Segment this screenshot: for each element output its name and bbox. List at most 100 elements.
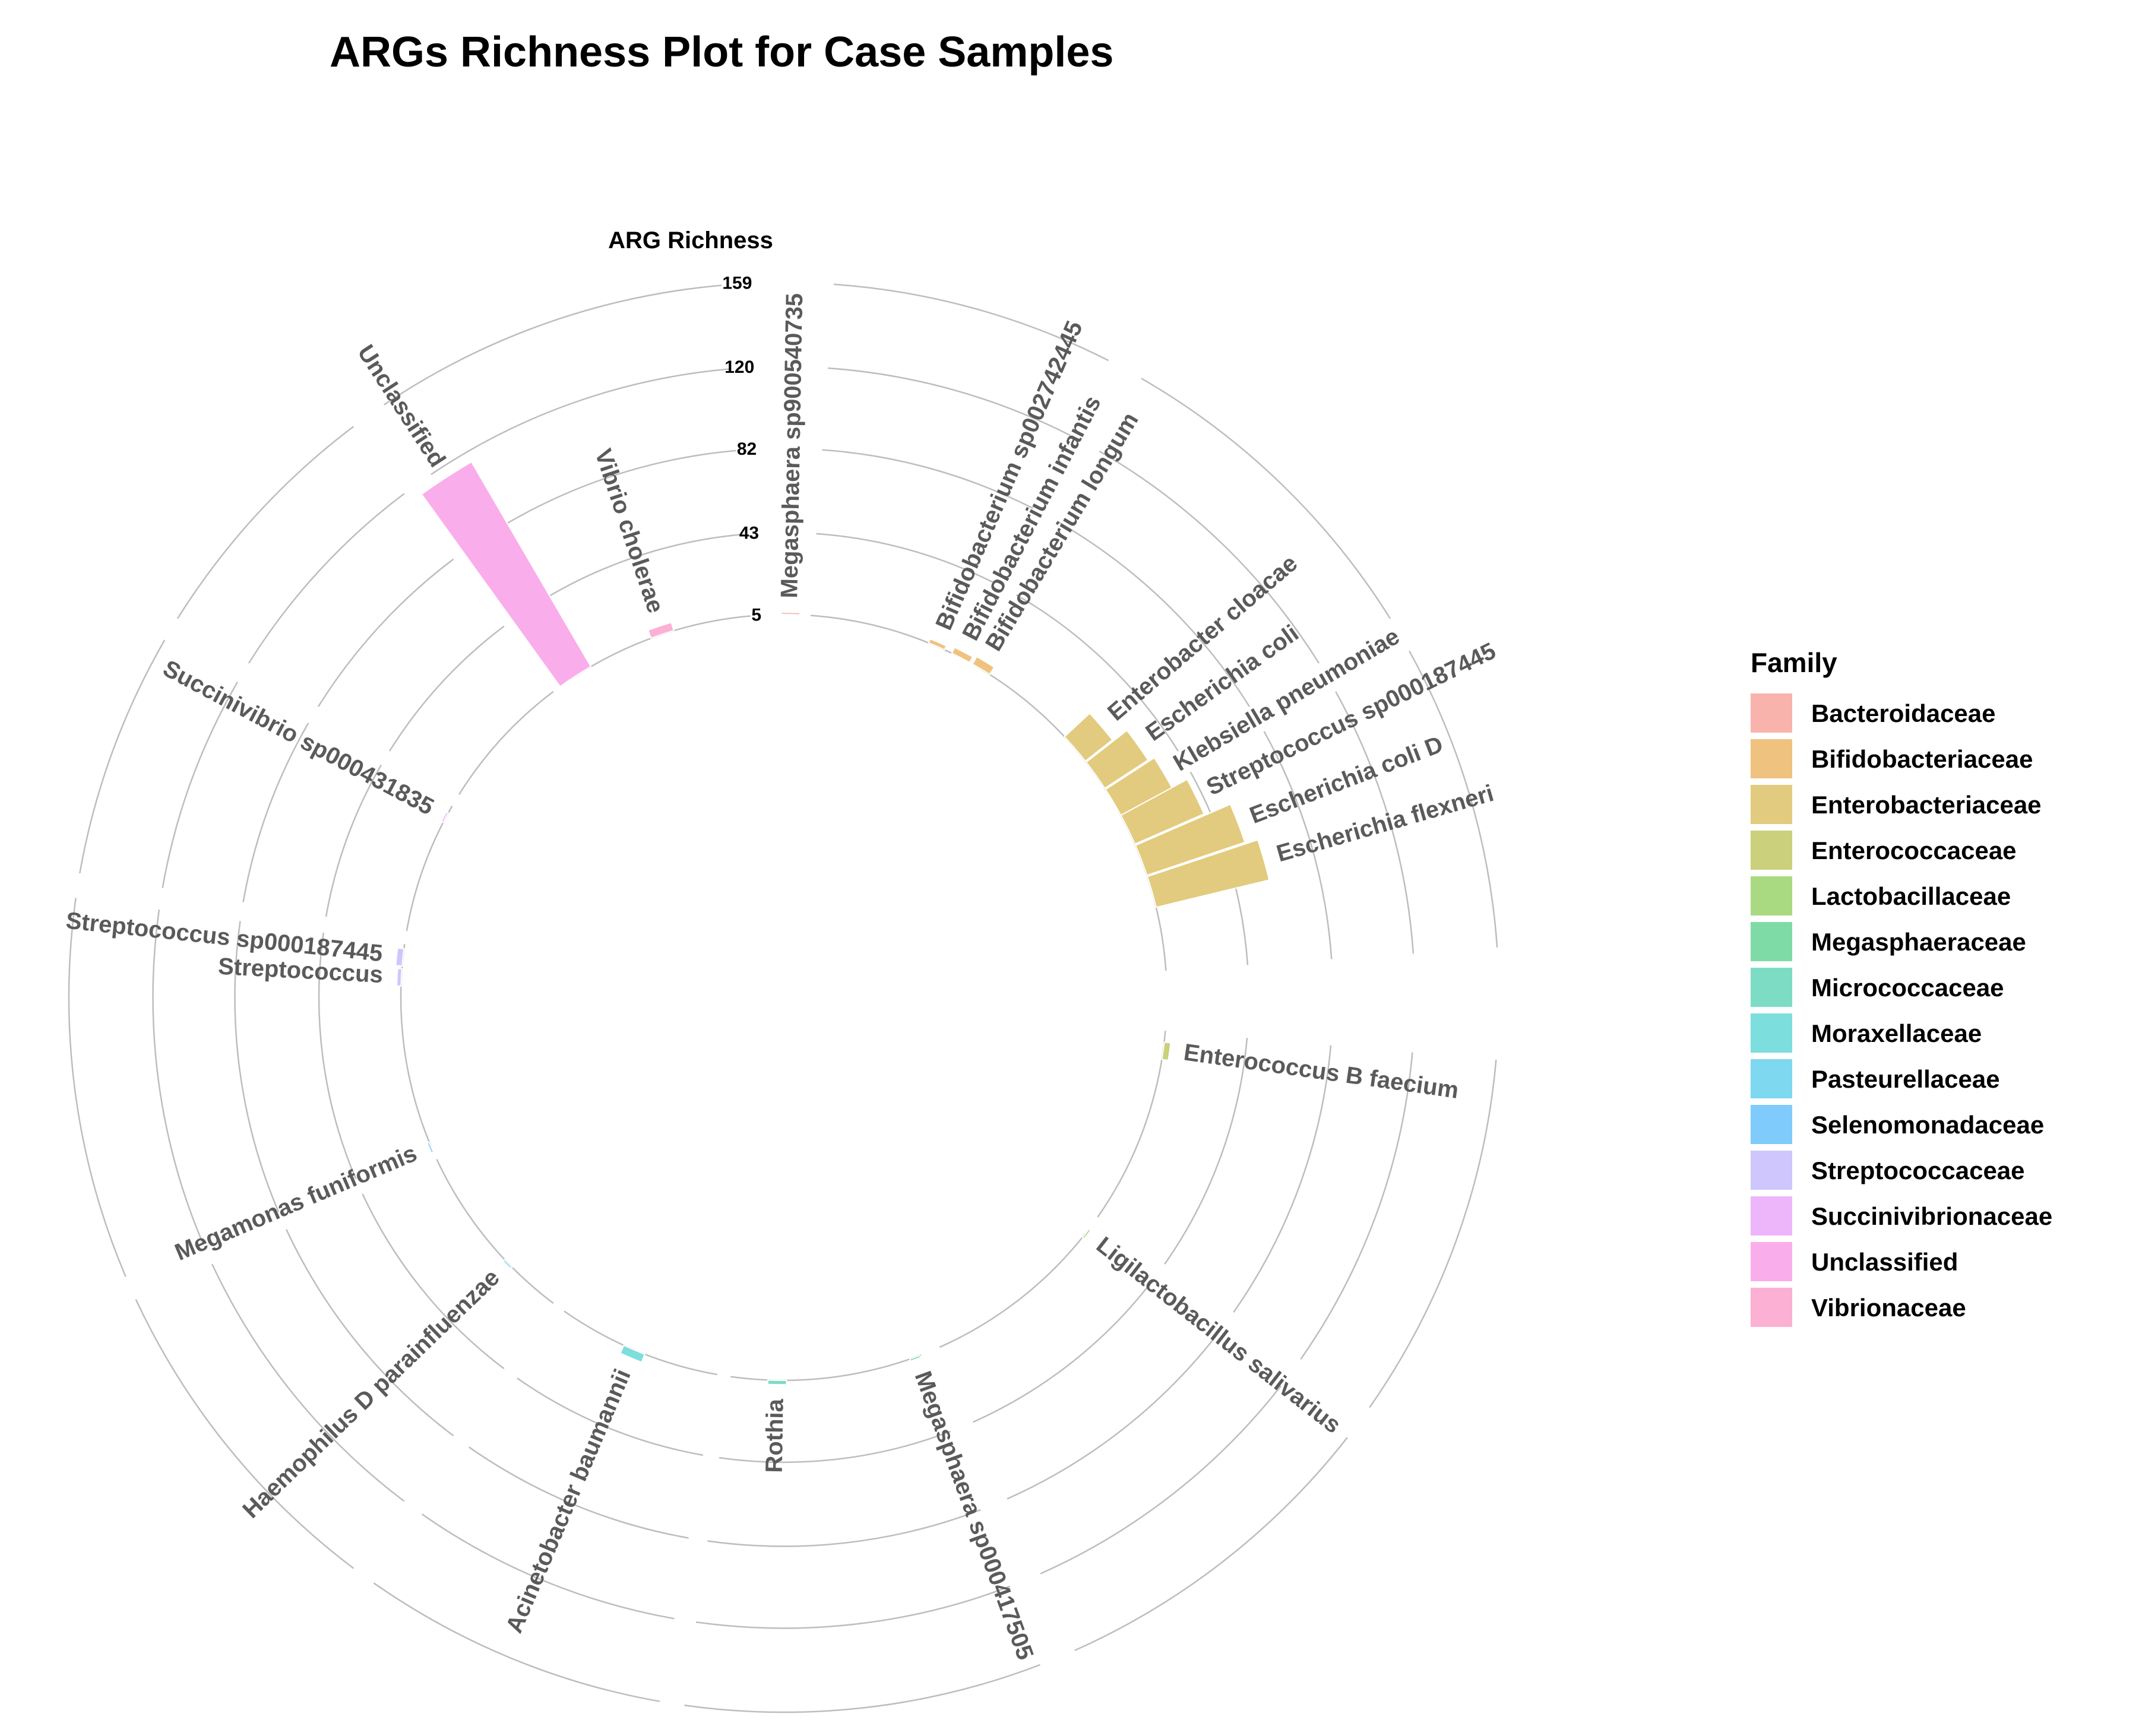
y-tick-label: 5 [751, 605, 761, 625]
y-tick-label: 82 [737, 439, 757, 459]
grid-arc [1058, 521, 1251, 707]
y-tick-label: 120 [724, 357, 754, 377]
legend-label: Enterobacteriaceae [1811, 791, 2042, 819]
legend-swatch [1751, 693, 1792, 733]
legend-label: Pasteurellaceae [1811, 1065, 2000, 1093]
bar [1120, 778, 1205, 845]
y-tick-label: 159 [722, 273, 752, 293]
grid-arc [384, 284, 722, 406]
legend-swatch [1751, 1242, 1792, 1281]
legend-label: Streptococcaceae [1811, 1157, 2025, 1184]
legend-swatch [1751, 739, 1792, 778]
category-label-layer: Megasphaera sp900540735 Bifidobacterium s… [65, 293, 1500, 1663]
grid-arc [135, 1299, 355, 1569]
grid-arc [1263, 731, 1333, 959]
bar [502, 1259, 513, 1270]
bar [420, 461, 592, 688]
grid-arc [248, 493, 405, 664]
grid-arc [325, 764, 382, 917]
category-label: Rothia [761, 1398, 789, 1473]
bar [619, 1344, 646, 1363]
bar [1146, 839, 1270, 908]
chart-title: ARGs Richness Plot for Case Samples [330, 28, 1113, 76]
grid-arc [517, 1377, 704, 1456]
y-axis-title: ARG Richness [608, 227, 773, 254]
category-label: Megasphaera sp000417505 [910, 1368, 1039, 1664]
category-label: Succinivibrio sp000431835 [159, 655, 438, 821]
legend-label: Succinivibrionaceae [1811, 1202, 2052, 1230]
grid-arc [1040, 1385, 1282, 1575]
legend-swatch [1751, 876, 1792, 915]
category-label: Haemophilus D parainfluenzae [238, 1265, 504, 1523]
bar [780, 612, 801, 616]
bar [395, 947, 405, 967]
grid-arc [388, 625, 505, 752]
bar [928, 638, 947, 651]
grid-arc [234, 921, 280, 1212]
category-label: Megamonas funiformis [171, 1140, 420, 1266]
grid-arc [1015, 594, 1179, 752]
grid-arc [1369, 1059, 1497, 1408]
legend-label: Lactobacillaceae [1811, 882, 2011, 910]
grid-arc [406, 805, 453, 932]
y-axis: ARG Richness 5 43 82 120 159 [608, 227, 773, 625]
grid-arc [421, 1513, 675, 1620]
grid-arc [1141, 378, 1391, 619]
grid-arc [1007, 1335, 1217, 1500]
legend-label: Enterococcaceae [1811, 837, 2017, 864]
legend-label: Micrococcaceae [1811, 974, 2004, 1002]
grid-arc [400, 944, 432, 1148]
grid-arc [972, 1283, 1151, 1423]
grid-arc [211, 1263, 405, 1502]
bar [1161, 1041, 1172, 1062]
legend-swatch [1751, 831, 1792, 870]
grid-arc [1074, 1437, 1348, 1652]
category-label: Acinetobacter baumannii [501, 1366, 636, 1637]
grid-arc [939, 1233, 1087, 1348]
grid-arc [816, 533, 995, 584]
bar [426, 1141, 435, 1154]
grid-arc [1409, 650, 1498, 948]
bar [1085, 729, 1149, 790]
grid-arc [1097, 1031, 1166, 1218]
grid-arc [468, 1446, 689, 1539]
legend-swatch [1751, 1288, 1792, 1327]
category-label: Unclassified [352, 340, 450, 472]
legend-swatch [1751, 785, 1792, 824]
bar [909, 1354, 922, 1362]
grid-arc [317, 558, 454, 707]
legend-swatch [1751, 968, 1792, 1007]
grid-arc [684, 1664, 1040, 1713]
grid-arc [833, 283, 1109, 362]
grid-arc [730, 1354, 922, 1382]
grid-arc [436, 1159, 554, 1304]
grid-arc [719, 1430, 951, 1463]
grid-arc [318, 932, 357, 1180]
grid-arc [362, 1193, 505, 1370]
bar [647, 622, 675, 639]
grid-arc [476, 449, 736, 543]
grid-arc [162, 682, 238, 888]
bar [395, 968, 403, 987]
grid-arc [707, 1509, 981, 1547]
bar [440, 811, 450, 823]
legend-swatch [1751, 922, 1792, 961]
grid-arc [458, 690, 554, 795]
bar [951, 647, 974, 664]
grid-arc [1099, 450, 1320, 664]
grid-arc [695, 1585, 1011, 1629]
grid-arc [373, 1582, 660, 1702]
bar-layer [395, 461, 1270, 1386]
grid-arc [1300, 1052, 1413, 1360]
bar [972, 655, 995, 676]
legend: Family Bacteroidaceae Bifidobacteriaceae E… [1751, 647, 2052, 1327]
category-label: Ligilactobacillus salivarius [1091, 1232, 1346, 1439]
category-label: Megasphaera sp900540735 [776, 293, 808, 598]
legend-label: Bacteroidaceae [1811, 699, 1996, 727]
legend-label: Bifidobacteriaceae [1811, 745, 2033, 773]
category-label: Enterococcus B faecium [1182, 1039, 1460, 1104]
bar [767, 1379, 787, 1386]
legend-swatch [1751, 1105, 1792, 1144]
bar [1081, 1228, 1092, 1240]
